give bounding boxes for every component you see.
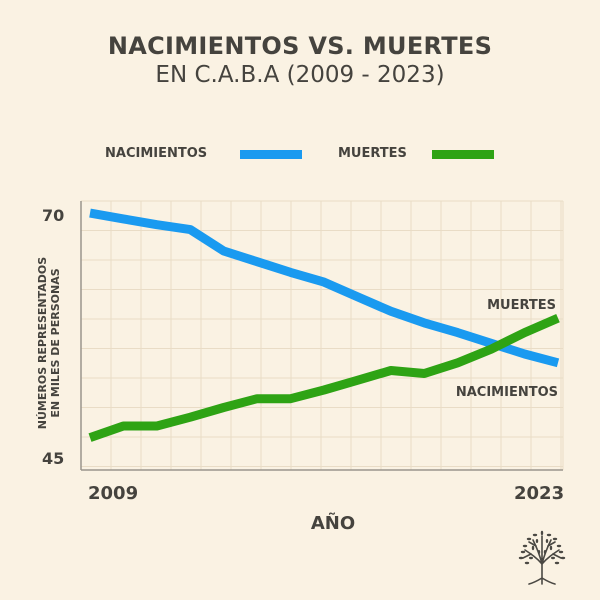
series-line-muertes [88,313,560,442]
chart-title: NACIMIENTOS VS. MUERTES [107,32,493,60]
legend-swatch-nacimientos [240,150,302,159]
legend-swatch-muertes [432,150,494,159]
series-line-nacimientos [89,208,560,368]
legend-label-muertes: MUERTES [338,146,407,161]
y-tick-label-top: 70 [42,206,65,225]
chart-subtitle: EN C.A.B.A (2009 - 2023) [155,62,445,88]
x-tick-label-end: 2023 [514,483,565,504]
series-group [88,208,560,442]
x-axis-title: AÑO [310,513,356,534]
legend-label-nacimientos: NACIMIENTOS [105,146,208,161]
x-tick-label-start: 2009 [88,483,139,504]
tree-icon [518,530,566,585]
annotation-muertes: MUERTES [487,298,556,313]
annotation-nacimientos: NACIMIENTOS [456,385,558,400]
y-tick-label-bottom: 45 [42,449,65,468]
grid [81,200,564,470]
